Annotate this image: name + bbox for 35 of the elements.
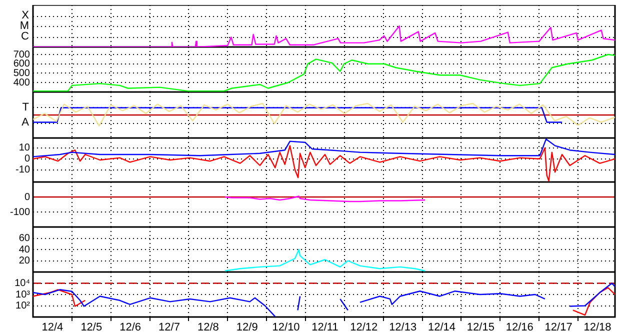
x-tick-label: 12/15 <box>466 322 494 334</box>
y-tick-label: 0 <box>24 192 30 203</box>
x-tick-label: 12/5 <box>80 322 102 334</box>
y-tick-label: -10 <box>16 164 30 176</box>
x-tick-label: 12/9 <box>236 322 258 334</box>
y-tick-label: 20 <box>18 256 30 266</box>
y-tick-label: 10 <box>18 142 30 154</box>
y-tick-label: 700 <box>13 49 30 60</box>
y-tick-label: 600 <box>13 58 30 70</box>
x-tick-label: 12/13 <box>389 322 417 334</box>
y-tick-label: 500 <box>13 68 30 79</box>
y-tick-label: 10² <box>16 300 31 312</box>
x-tick-label: 12/8 <box>197 322 219 334</box>
y-tick-label: 10³ <box>16 289 31 300</box>
text: A <box>22 116 30 129</box>
y-tick-label: 40 <box>18 244 30 256</box>
x-tick-label: 12/16 <box>506 322 534 334</box>
x-tick-label: 12/4 <box>42 322 64 334</box>
x-tick-label: 12/17 <box>544 322 572 334</box>
x-tick-label: 12/6 <box>120 322 142 334</box>
x-tick-label: 12/10 <box>272 322 300 334</box>
text: M <box>20 20 29 32</box>
y-tick-label: 0 <box>24 154 30 165</box>
text: T <box>22 101 30 114</box>
x-tick-label: 12/18 <box>584 322 612 334</box>
x-tick-label: 12/12 <box>350 322 378 334</box>
text: C <box>21 30 30 43</box>
y-tick-label: 60 <box>18 233 30 244</box>
x-tick-label: 12/11 <box>312 322 338 334</box>
x-tick-label: 12/14 <box>428 322 456 334</box>
text: X <box>22 10 30 22</box>
y-tick-label: 10⁴ <box>14 278 30 289</box>
y-tick-label: 400 <box>13 77 30 88</box>
x-tick-label: 12/7 <box>158 322 180 334</box>
y-tick-label: -100 <box>10 206 30 218</box>
